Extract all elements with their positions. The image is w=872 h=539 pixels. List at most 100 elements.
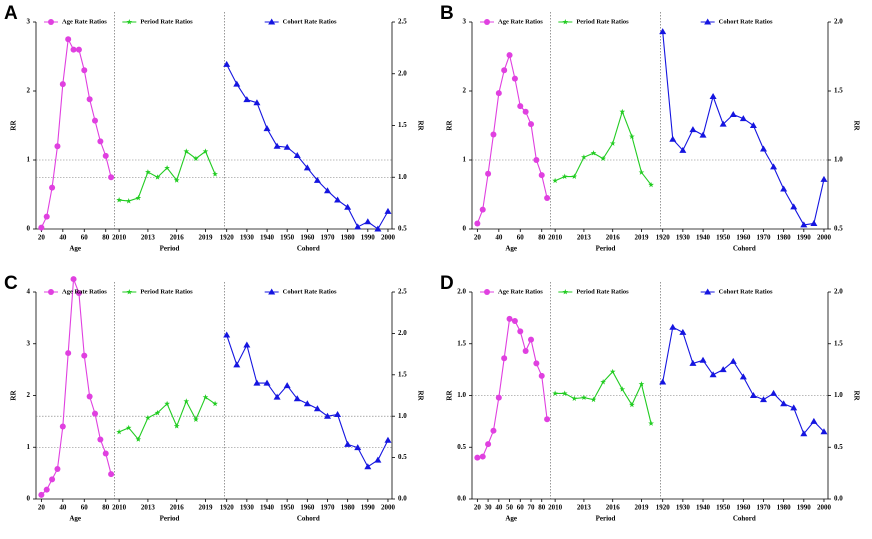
marker	[810, 219, 818, 226]
marker	[638, 169, 645, 175]
x-tick-label: 70	[528, 504, 536, 512]
marker	[243, 341, 251, 348]
x-tick-label: 1990	[361, 234, 376, 242]
marker	[561, 390, 568, 396]
marker	[364, 218, 372, 225]
panel-letter: A	[4, 3, 18, 24]
y2-tick-label: 0.0	[398, 495, 407, 503]
y-tick-label: 0.5	[457, 443, 466, 451]
x-axis-label: Period	[160, 515, 180, 523]
y-tick-label: 1.5	[457, 339, 466, 347]
marker	[709, 93, 717, 100]
y2-tick-label: 0.5	[834, 225, 843, 233]
marker	[600, 155, 606, 162]
series-line	[477, 318, 548, 459]
y2-tick-label: 0.5	[398, 453, 407, 461]
marker	[283, 143, 291, 150]
marker	[501, 67, 508, 74]
marker	[533, 157, 540, 163]
marker	[522, 347, 529, 354]
y-tick-label: 2	[463, 87, 467, 95]
marker	[501, 355, 508, 362]
marker	[780, 400, 788, 407]
series-line	[40, 37, 112, 228]
marker	[49, 184, 56, 191]
marker	[108, 471, 115, 478]
panel: D 0.0 0.5 1.0 1.5 2.0 0.0 0.5 1.0 1.5 2.0 RR RR 20 30 4…	[440, 273, 860, 523]
marker	[183, 398, 190, 404]
x-axis-label: Cohord	[297, 515, 320, 523]
marker	[97, 138, 104, 145]
y2-tick-label: 1.0	[834, 391, 843, 399]
marker	[86, 393, 93, 400]
marker	[323, 187, 331, 194]
marker	[581, 154, 587, 160]
marker	[729, 110, 737, 117]
marker	[689, 126, 697, 133]
marker	[344, 440, 352, 447]
marker	[65, 350, 72, 357]
marker	[202, 148, 209, 154]
y2-tick-label: 1.5	[834, 87, 843, 95]
marker	[719, 366, 727, 373]
y-tick-label: 1	[463, 156, 467, 164]
marker	[780, 185, 788, 192]
x-axis-label: Age	[505, 515, 517, 523]
marker	[283, 382, 291, 389]
marker	[253, 379, 261, 386]
x-tick-label: 1990	[797, 504, 812, 512]
legend-label: Cohort Rate Ratios	[719, 288, 773, 295]
x-tick-label: 50	[506, 504, 513, 512]
marker	[59, 81, 66, 88]
series-line	[119, 150, 216, 202]
x-tick-label: 1980	[777, 234, 792, 242]
x-tick-label: 1950	[280, 234, 295, 242]
x-tick-label: 2019	[634, 504, 649, 512]
x-tick-label: 1940	[696, 504, 711, 512]
marker	[81, 67, 88, 74]
y2-axis-label: RR	[416, 120, 424, 131]
x-axis-label: Cohord	[733, 245, 756, 253]
marker	[59, 423, 66, 430]
x-tick-label: 1960	[736, 234, 751, 242]
y2-tick-label: 2.5	[398, 288, 407, 296]
x-tick-label: 1960	[300, 234, 315, 242]
x-tick-label: 80	[538, 234, 546, 242]
y-axis-label: RR	[10, 120, 18, 131]
y-axis-label: RR	[10, 390, 18, 401]
marker	[800, 430, 808, 437]
marker	[233, 361, 241, 368]
y-tick-label: 0	[27, 225, 31, 233]
y2-tick-label: 2.0	[834, 288, 843, 296]
x-tick-label: 1940	[260, 234, 275, 242]
x-tick-label: 2013	[577, 504, 592, 512]
x-tick-label: 30	[485, 504, 493, 512]
x-tick-label: 80	[102, 504, 110, 512]
marker	[125, 424, 132, 431]
legend-marker	[126, 19, 133, 25]
marker	[154, 174, 161, 180]
y-tick-label: 0	[27, 495, 31, 503]
marker	[629, 401, 635, 408]
x-tick-label: 1950	[280, 504, 295, 512]
legend-marker	[704, 18, 712, 25]
marker	[384, 207, 392, 214]
marker	[202, 394, 209, 400]
marker	[135, 194, 142, 201]
x-tick-label: 2016	[170, 504, 185, 512]
marker	[517, 103, 524, 110]
legend-label: Age Rate Ratios	[498, 288, 543, 295]
marker	[233, 80, 241, 87]
marker	[49, 476, 56, 483]
x-tick-label: 1980	[777, 504, 792, 512]
marker	[293, 395, 301, 402]
marker	[92, 117, 99, 124]
marker	[212, 400, 218, 407]
marker	[522, 108, 529, 115]
y2-tick-label: 1.0	[398, 173, 407, 181]
marker	[193, 155, 199, 162]
marker	[303, 400, 311, 407]
x-tick-label: 1980	[341, 504, 356, 512]
x-tick-label: 40	[495, 234, 503, 242]
